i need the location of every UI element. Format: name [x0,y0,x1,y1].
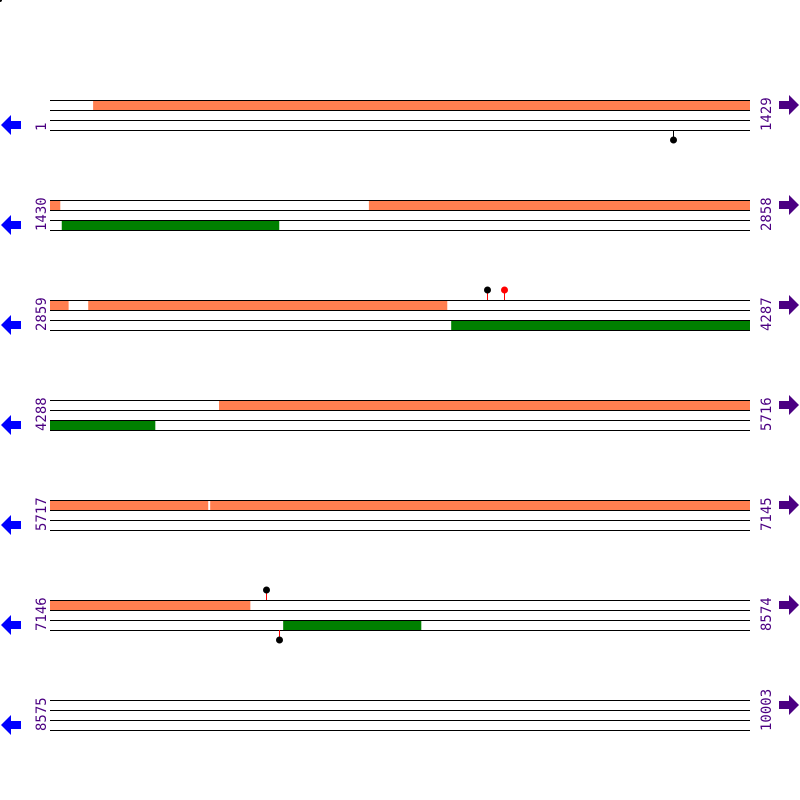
row-end-label: 2858 [759,197,775,231]
row-start-label: 8575 [34,697,50,731]
top-feature-bar[interactable] [50,600,251,610]
row-start-label: 1430 [34,197,50,231]
bottom-feature-bar[interactable] [61,220,280,230]
row-start-label: 2859 [34,297,50,331]
row-end-label: 10003 [759,689,775,731]
arrow-right-icon[interactable] [779,95,799,115]
top-feature-bar[interactable] [50,300,69,310]
top-feature-bar[interactable] [50,200,61,210]
row-end-label: 7145 [759,497,775,531]
arrow-left-icon[interactable] [1,215,21,235]
top-feature-bar[interactable] [93,100,751,110]
bottom-feature-bar[interactable] [451,320,750,330]
arrow-left-icon[interactable] [1,115,21,135]
top-feature-bar[interactable] [218,400,751,410]
arrow-left-icon[interactable] [1,515,21,535]
bottom-feature-bar[interactable] [283,620,422,630]
arrow-right-icon[interactable] [779,295,799,315]
marker-head[interactable] [670,136,677,144]
row-end-label: 4287 [759,297,775,331]
arrow-left-icon[interactable] [1,415,21,435]
marker-head[interactable] [484,286,491,294]
row-end-label: 8574 [759,597,775,631]
arrow-right-icon[interactable] [779,195,799,215]
row-start-label: 1 [34,123,50,131]
corner-dot [0,0,2,2]
top-feature-bar[interactable] [368,200,750,210]
arrow-left-icon[interactable] [1,715,21,735]
top-feature-bar[interactable] [50,500,209,510]
top-feature-bar[interactable] [210,500,750,510]
row-end-label: 1429 [759,97,775,131]
top-feature-bar[interactable] [88,300,448,310]
marker-head[interactable] [276,636,283,644]
arrow-right-icon[interactable] [779,695,799,715]
arrow-right-icon[interactable] [779,395,799,415]
marker-head[interactable] [263,586,270,594]
arrow-right-icon[interactable] [779,595,799,615]
row-start-label: 7146 [34,597,50,631]
bottom-feature-bar[interactable] [50,420,156,430]
arrow-right-icon[interactable] [779,495,799,515]
row-end-label: 5716 [759,397,775,431]
arrow-left-icon[interactable] [1,315,21,335]
marker-head[interactable] [501,286,508,294]
row-start-label: 5717 [34,497,50,531]
row-start-label: 4288 [34,397,50,431]
arrow-left-icon[interactable] [1,615,21,635]
